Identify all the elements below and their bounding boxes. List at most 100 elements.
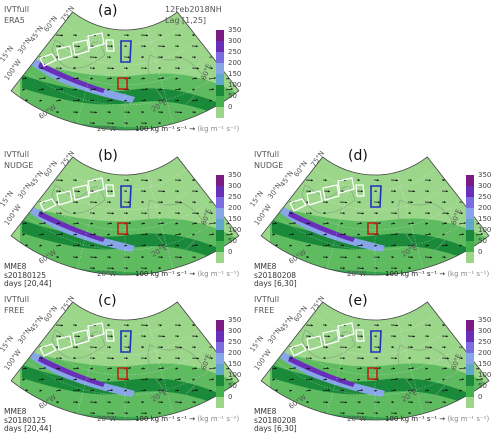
lon-label: 20°W: [347, 270, 367, 278]
map-panel-d: IVTfull NUDGE (d) 75°N 60°N 45°N 30°N 15°N 100°W…: [248, 145, 500, 290]
colorbar-segment: [466, 219, 474, 230]
colorbar-tick: 200: [228, 349, 242, 357]
colorbar-tick: 200: [228, 204, 242, 212]
colorbar-tick: 50: [228, 92, 237, 100]
colorbar-tick: 250: [478, 193, 492, 201]
source-label: FREE: [4, 306, 25, 315]
colorbar-tick: 350: [478, 171, 492, 179]
map-panel-e: IVTfull FREE (e) 75°N 60°N 45°N 30°N 15°N 100°W 6…: [248, 290, 500, 435]
colorbar-tick: 300: [228, 182, 242, 190]
colorbar-segment: [466, 197, 474, 208]
colorbar-segment: [216, 386, 224, 397]
lon-label: 20°W: [347, 415, 367, 423]
colorbar: [216, 175, 224, 263]
variable-label: IVTfull: [254, 150, 280, 159]
colorbar-tick: 250: [228, 48, 242, 56]
run-info: MME8 s20180125 days [20,44]: [4, 407, 51, 434]
colorbar-segment: [216, 30, 224, 41]
colorbar: [466, 175, 474, 263]
colorbar-tick: 150: [478, 360, 492, 368]
colorbar-tick: 300: [228, 37, 242, 45]
days-range: days [6,30]: [254, 424, 297, 433]
unit-text: (kg m⁻¹ s⁻¹): [447, 415, 490, 423]
vector-scale-label: 100 kg m⁻¹ s⁻¹ → (kg m⁻¹ s⁻¹): [135, 125, 239, 133]
colorbar-segment: [466, 397, 474, 408]
colorbar-segment: [216, 186, 224, 197]
map-panel-c: IVTfull FREE (c) 75°N 60°N 45°N 30°N 15°N 100°W 6…: [0, 290, 250, 435]
colorbar-tick: 350: [228, 316, 242, 324]
colorbar-segment: [216, 197, 224, 208]
vector-scale-label: 100 kg m⁻¹ s⁻¹ → (kg m⁻¹ s⁻¹): [135, 415, 239, 423]
run-info: MME8 s20180208 days [6,30]: [254, 262, 297, 289]
colorbar-tick: 150: [478, 215, 492, 223]
colorbar-segment: [216, 241, 224, 252]
panel-letter: (a): [98, 3, 118, 19]
map-panel-b: IVTfull NUDGE (b) 75°N 60°N 45°N 30°N 15°N 100°W…: [0, 145, 250, 290]
vector-scale-label: 100 kg m⁻¹ s⁻¹ → (kg m⁻¹ s⁻¹): [385, 415, 489, 423]
run-info-line: MME8: [254, 407, 277, 416]
variable-label: IVTfull: [254, 295, 280, 304]
colorbar-tick: 200: [228, 59, 242, 67]
vector-scale-label: 100 kg m⁻¹ s⁻¹ → (kg m⁻¹ s⁻¹): [385, 270, 489, 278]
days-range: days [6,30]: [254, 279, 297, 288]
colorbar-segment: [216, 342, 224, 353]
colorbar-tick: 300: [478, 182, 492, 190]
colorbar-segment: [466, 353, 474, 364]
colorbar-tick: 100: [478, 226, 492, 234]
colorbar-segment: [216, 375, 224, 386]
ivt-map-b: [10, 156, 240, 276]
variable-label: IVTfull: [4, 150, 30, 159]
ivt-map-e: [260, 301, 490, 421]
colorbar-tick: 50: [478, 237, 487, 245]
colorbar-segment: [466, 186, 474, 197]
ivt-map-c: [10, 301, 240, 421]
colorbar-segment: [466, 175, 474, 186]
colorbar: [466, 320, 474, 408]
colorbar-segment: [216, 74, 224, 85]
colorbar-segment: [216, 353, 224, 364]
run-info-line: MME8: [4, 262, 27, 271]
colorbar-tick: 150: [228, 70, 242, 78]
colorbar-segment: [466, 252, 474, 263]
colorbar-tick: 350: [478, 316, 492, 324]
run-info-line: MME8: [4, 407, 27, 416]
days-range: days [20,44]: [4, 279, 52, 288]
colorbar-tick: 150: [228, 215, 242, 223]
colorbar-tick: 250: [228, 338, 242, 346]
run-info: MME8 s20180125 days [20,44]: [4, 262, 52, 289]
colorbar-tick: 200: [478, 349, 492, 357]
colorbar-tick: 100: [478, 371, 492, 379]
map-panel-a: IVTfull ERA5 (a) 75°N 60°N 45°N 30°N 15°N 100°W 6…: [0, 0, 250, 145]
source-label: NUDGE: [254, 161, 284, 170]
colorbar-tick: 250: [478, 338, 492, 346]
colorbar: [216, 320, 224, 408]
colorbar-tick: 250: [228, 193, 242, 201]
colorbar-segment: [216, 63, 224, 74]
colorbar-segment: [216, 320, 224, 331]
colorbar-tick: 0: [228, 103, 233, 111]
colorbar-segment: [216, 52, 224, 63]
run-info-line: s20180208: [254, 270, 297, 280]
colorbar-segment: [216, 252, 224, 263]
colorbar-segment: [466, 331, 474, 342]
run-info-line: s20180125: [4, 415, 47, 425]
colorbar-segment: [216, 96, 224, 107]
colorbar-tick: 200: [478, 204, 492, 212]
colorbar-segment: [216, 230, 224, 241]
vector-scale-value: 100 kg m⁻¹ s⁻¹ →: [135, 125, 198, 133]
colorbar-segment: [466, 386, 474, 397]
vector-scale-label: 100 kg m⁻¹ s⁻¹ → (kg m⁻¹ s⁻¹): [135, 270, 239, 278]
ivt-map-d: [260, 156, 490, 276]
case-date: 12Feb2018NH: [165, 5, 222, 14]
run-info-line: MME8: [254, 262, 277, 271]
panel-letter: (d): [348, 148, 368, 164]
colorbar-tick: 100: [228, 226, 242, 234]
ivt-map-a: [10, 11, 240, 131]
lag-range: Lag [1,25]: [165, 16, 207, 25]
colorbar-segment: [216, 364, 224, 375]
panel-letter: (b): [98, 148, 118, 164]
colorbar-tick: 0: [478, 248, 483, 256]
colorbar-tick: 50: [478, 382, 487, 390]
colorbar-segment: [216, 175, 224, 186]
colorbar-segment: [466, 364, 474, 375]
